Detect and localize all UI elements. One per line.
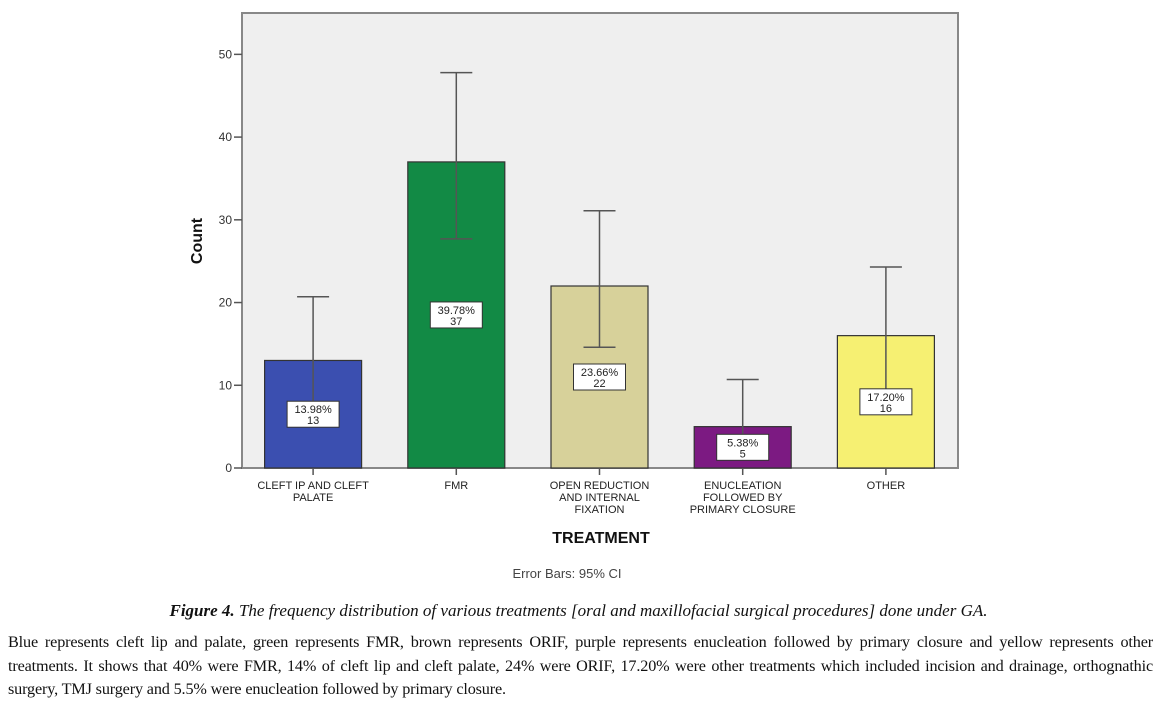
data-label-box — [429, 301, 483, 329]
y-tick-label: 50 — [219, 47, 233, 61]
figure-label: Figure 4. — [169, 601, 235, 620]
y-tick-label: 20 — [219, 296, 233, 310]
x-tick-label: AND INTERNAL — [559, 492, 640, 504]
data-label-box — [859, 388, 913, 416]
data-label-percent: 5.38% — [727, 437, 758, 449]
x-tick-label: PRIMARY CLOSURE — [690, 504, 796, 516]
data-label-box — [716, 433, 770, 461]
data-label-count: 5 — [740, 448, 746, 460]
x-tick-label: OTHER — [867, 480, 906, 492]
x-tick-label: FMR — [444, 480, 468, 492]
data-label-box — [573, 363, 626, 391]
x-tick-label: OPEN REDUCTION — [550, 480, 650, 492]
data-label-percent: 13.98% — [294, 404, 332, 416]
x-tick-label: FOLLOWED BY — [703, 492, 783, 504]
data-labels: 13.98%13 39.78%37 23.66%22 5.38%5 17.20%16 — [286, 301, 913, 461]
data-label-count: 22 — [593, 378, 605, 390]
y-tick-label: 40 — [219, 130, 233, 144]
y-axis-label: Count — [189, 217, 206, 264]
data-label-count: 16 — [880, 403, 892, 415]
y-tick-label: 0 — [225, 461, 232, 475]
data-label-count: 13 — [307, 415, 319, 427]
figure-caption-title: Figure 4. The frequency distribution of … — [0, 601, 1157, 621]
bar-chart: 0 10 20 30 40 50 13.98%13 39.78%37 23.66%22 5.38… — [189, 12, 959, 581]
x-tick-label: FIXATION — [575, 504, 625, 516]
data-label-percent: 17.20% — [867, 392, 905, 404]
figure-title: The frequency distribution of various tr… — [238, 601, 988, 620]
y-tick-label: 30 — [219, 213, 233, 227]
data-label-percent: 39.78% — [438, 305, 476, 317]
error-bars-note: Error Bars: 95% CI — [512, 566, 621, 581]
x-tick-label: PALATE — [293, 492, 334, 504]
y-axis: 0 10 20 30 40 50 — [219, 47, 242, 475]
figure-caption-body: Blue represents cleft lip and palate, gr… — [8, 633, 1153, 698]
data-label-percent: 23.66% — [581, 367, 619, 379]
data-label-count: 37 — [450, 316, 462, 328]
y-tick-label: 10 — [219, 378, 233, 392]
data-label-box — [286, 400, 340, 428]
x-tick-label: CLEFT IP AND CLEFT — [257, 480, 369, 492]
x-axis-label: TREATMENT — [552, 530, 650, 547]
x-tick-label: ENUCLEATION — [704, 480, 781, 492]
